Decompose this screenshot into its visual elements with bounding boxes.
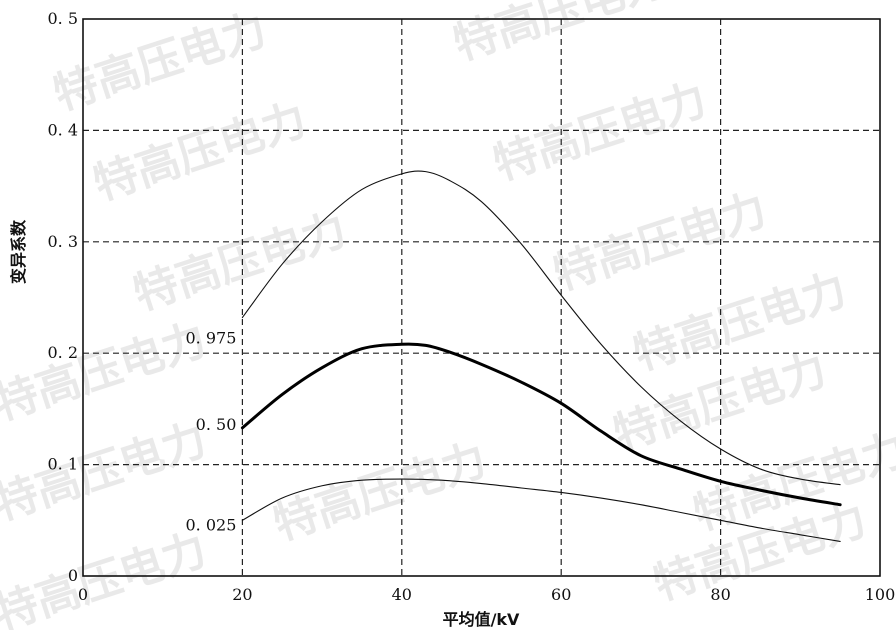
watermark-text: 特高压电力 <box>268 434 493 550</box>
curve-label-0.50: 0. 50 <box>196 415 237 434</box>
x-tick-label: 100 <box>865 585 896 604</box>
y-tick-labels: 0 0. 1 0. 2 0. 3 0. 4 0. 5 <box>47 9 78 585</box>
series-line-0.975 <box>241 170 841 486</box>
y-tick-label: 0. 4 <box>47 120 78 139</box>
y-tick-label: 0 <box>68 566 78 585</box>
y-tick-label: 0. 3 <box>47 232 78 251</box>
y-tick-label: 0. 2 <box>47 343 78 362</box>
x-tick-labels: 0 20 40 60 80 100 <box>78 585 895 604</box>
watermark-text: 特高压电力 <box>48 4 273 120</box>
y-tick-label: 0. 5 <box>47 9 78 28</box>
watermark-text: 特高压电力 <box>128 204 353 320</box>
x-tick-label: 80 <box>710 585 730 604</box>
watermark-text: 特高压电力 <box>0 314 213 430</box>
series-line-0.025 <box>241 478 841 543</box>
watermark-text: 特高压电力 <box>88 94 313 210</box>
x-tick-label: 20 <box>232 585 252 604</box>
x-axis-title: 平均值/kV <box>443 610 520 629</box>
curve-labels: 0. 975 0. 50 0. 025 <box>186 329 237 535</box>
x-tick-label: 0 <box>78 585 88 604</box>
series-line-0.50 <box>240 342 842 507</box>
y-axis-title: 变异系数 <box>9 219 28 284</box>
series-layer <box>240 170 842 543</box>
y-tick-label: 0. 1 <box>47 455 78 474</box>
watermark-text: 特高压电力 <box>0 524 213 630</box>
grid-lines <box>83 19 880 576</box>
curve-label-0.025: 0. 025 <box>186 515 237 534</box>
watermark-text: 特高压电力 <box>0 414 213 530</box>
x-tick-label: 60 <box>551 585 571 604</box>
plot-frame <box>82 18 881 577</box>
x-tick-label: 40 <box>392 585 412 604</box>
watermark-text: 特高压电力 <box>448 0 673 70</box>
watermark-text: 特高压电力 <box>488 74 713 190</box>
curve-label-0.975: 0. 975 <box>186 329 237 348</box>
